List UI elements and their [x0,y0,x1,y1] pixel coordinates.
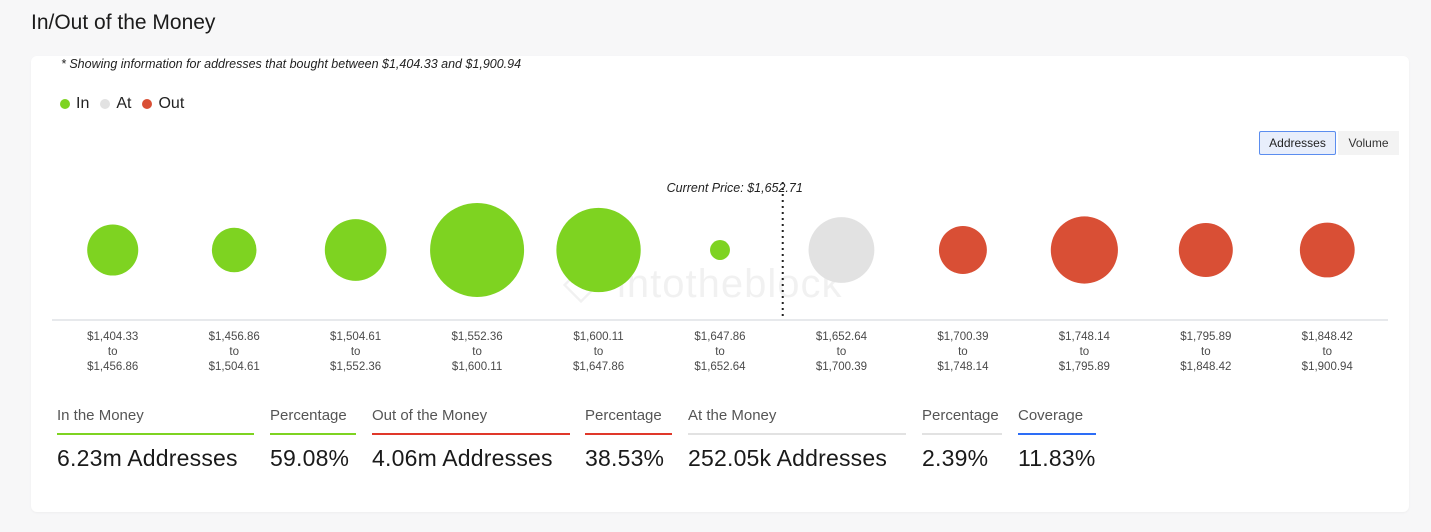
bubble-out-9[interactable] [1050,216,1118,284]
stat-value: 2.39% [922,445,989,471]
stat-out-of-the-money: Out of the Money 4.06m Addresses [372,405,570,472]
bubble-out-8[interactable] [938,226,987,274]
stat-value: 6.23m Addresses [57,445,238,471]
bubble-in-4[interactable] [430,203,525,297]
stat-label: Out of the Money [372,407,488,424]
x-tick-label: $1,848.42 [1180,361,1231,373]
x-tick-label: $1,652.64 [816,331,868,343]
current-price-label: Current Price: $1,652.71 [667,181,803,195]
x-tick-label: to [108,346,118,358]
stat-label: In the Money [57,407,144,424]
stat-underline [1018,433,1096,435]
x-tick-label: to [472,346,482,358]
x-tick-label: $1,600.11 [573,331,623,343]
bubble-in-3[interactable] [324,219,387,281]
x-tick-label: to [229,346,239,358]
x-tick-label: to [594,346,604,358]
stat-in-percentage: Percentage 59.08% [270,405,356,472]
coverage-note: * Showing information for addresses that… [61,57,522,71]
stat-underline [585,433,672,435]
stat-label: Percentage [922,407,999,424]
x-tick-label: $1,795.89 [1180,331,1231,343]
bubble-in-5[interactable] [556,207,641,293]
x-tick-label: $1,456.86 [209,331,260,343]
x-tick-label: to [837,346,847,358]
x-tick-label: $1,456.86 [87,361,138,373]
x-tick-label: to [1080,346,1090,358]
stat-underline [270,433,356,435]
x-tick-label: $1,900.94 [1302,361,1354,373]
x-tick-label: $1,652.64 [694,361,746,373]
bubble-at-7[interactable] [808,217,875,283]
stat-in-the-money: In the Money 6.23m Addresses [57,405,254,472]
x-tick-label: $1,552.36 [330,361,381,373]
x-tick-label: to [1322,346,1332,358]
stat-label: At the Money [688,407,777,424]
x-tick-label: $1,700.39 [816,361,867,373]
stat-value: 4.06m Addresses [372,445,553,471]
bubble-in-6[interactable] [710,240,730,260]
x-tick-label: $1,748.14 [1059,331,1111,343]
watermark-text: intotheblock [617,262,843,306]
legend-out-label: Out [158,95,185,112]
stat-underline [922,433,1002,435]
stat-out-percentage: Percentage 38.53% [585,405,672,472]
volume-toggle-button[interactable]: Volume [1338,131,1399,155]
bubble-chart: $1,404.33 to $1,456.86 $1,456.86 to $1,504.61… [52,181,1388,373]
watermark: intotheblock [562,262,843,307]
x-tick-label: $1,795.89 [1059,361,1110,373]
legend-in-label: In [76,95,90,112]
stat-label: Percentage [270,407,347,424]
stat-underline [372,433,570,435]
x-tick-label: $1,504.61 [330,331,381,343]
legend-at-dot [100,99,111,109]
x-tick-label: $1,700.39 [937,331,988,343]
x-tick-label: $1,404.33 [87,331,138,343]
page-title: In/Out of the Money [31,11,216,34]
stat-label: Coverage [1018,407,1084,424]
stat-value: 38.53% [585,445,665,471]
legend-item-at[interactable]: At [100,95,131,113]
bubble-in-2[interactable] [211,227,257,273]
legend-item-out[interactable]: Out [142,95,184,113]
stat-value: 11.83% [1018,445,1096,471]
chart-card [31,56,1409,512]
legend-at-label: At [116,95,132,112]
x-tick-label: $1,504.61 [209,361,260,373]
x-tick-label: to [351,346,361,358]
legend-out-dot [142,99,153,109]
x-tick-label: $1,647.86 [694,331,745,343]
x-tick-label: $1,748.14 [937,361,989,373]
legend-item-in[interactable]: In [60,95,89,113]
stat-underline [688,433,906,435]
x-tick-label: $1,647.86 [573,361,624,373]
stat-at-percentage: Percentage 2.39% [922,405,1002,472]
x-tick-label: $1,552.36 [452,331,503,343]
addresses-toggle-button[interactable]: Addresses [1259,131,1336,155]
stat-underline [57,433,254,435]
stat-at-the-money: At the Money 252.05k Addresses [688,405,906,472]
x-tick-label: $1,600.11 [452,361,502,373]
stat-label: Percentage [585,407,662,424]
x-tick-label: to [958,346,968,358]
x-tick-label: to [1201,346,1211,358]
bubble-out-10[interactable] [1178,223,1233,277]
bubble-in-1[interactable] [87,224,139,276]
x-tick-label: $1,848.42 [1302,331,1353,343]
x-tick-label: to [715,346,725,358]
stat-coverage: Coverage 11.83% [1018,405,1096,472]
stat-value: 252.05k Addresses [688,445,888,471]
bubble-out-11[interactable] [1299,222,1355,278]
chart-legend: In At Out [60,95,195,113]
legend-in-dot [60,99,70,109]
stat-value: 59.08% [270,445,350,471]
